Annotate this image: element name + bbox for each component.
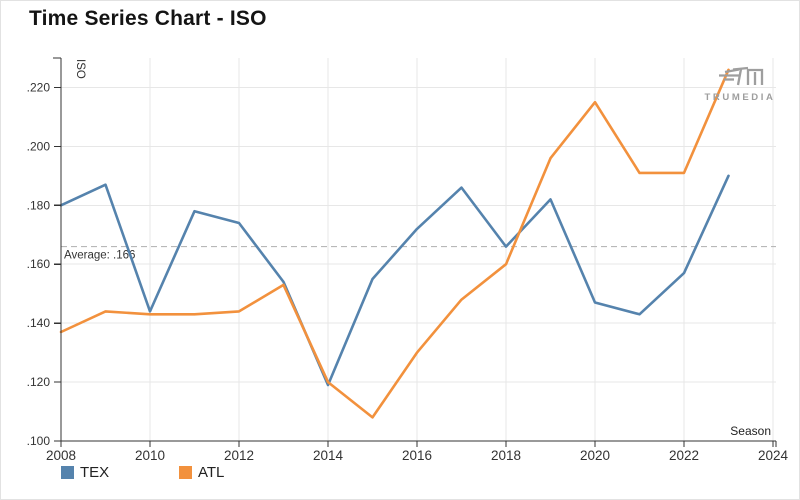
x-tick-label: 2010 xyxy=(135,448,165,463)
legend-item-atl[interactable]: ATL xyxy=(179,464,224,481)
legend-label-atl: ATL xyxy=(198,464,225,481)
average-line-label: Average: .166 xyxy=(64,250,135,262)
y-tick-label: .160 xyxy=(27,257,51,271)
tex-color-swatch xyxy=(61,466,74,479)
atl-color-swatch xyxy=(179,466,192,479)
y-tick-label: .140 xyxy=(27,316,51,330)
x-tick-label: 2020 xyxy=(580,448,610,463)
trumedia-logo-icon xyxy=(719,66,764,86)
series-line-tex xyxy=(59,174,730,387)
y-tick-label: .100 xyxy=(27,434,51,448)
x-tick-label: 2008 xyxy=(46,448,76,463)
axes xyxy=(53,57,777,447)
x-tick-label: 2022 xyxy=(669,448,699,463)
series-line-atl xyxy=(59,68,730,419)
y-tick-label: .180 xyxy=(27,198,51,212)
x-tick-label: 2014 xyxy=(313,448,344,463)
legend-label-tex: TEX xyxy=(80,464,110,481)
y-axis-title: ISO xyxy=(74,59,86,79)
y-tick-label: .120 xyxy=(27,375,51,389)
legend-item-tex[interactable]: TEX xyxy=(61,464,109,481)
y-tick-label: .220 xyxy=(27,80,51,94)
trumedia-logo: TRUMEDIA xyxy=(705,66,776,103)
x-tick-label: 2016 xyxy=(402,448,432,463)
gridlines xyxy=(61,58,776,441)
chart-title: Time Series Chart - ISO xyxy=(29,7,267,30)
x-tick-label: 2018 xyxy=(491,448,521,463)
y-tick-label: .200 xyxy=(27,139,51,153)
x-tick-label: 2012 xyxy=(224,448,254,463)
x-tick-label: 2024 xyxy=(758,448,789,463)
trumedia-logo-text: TRUMEDIA xyxy=(705,92,776,103)
x-axis-title: Season xyxy=(730,424,771,438)
